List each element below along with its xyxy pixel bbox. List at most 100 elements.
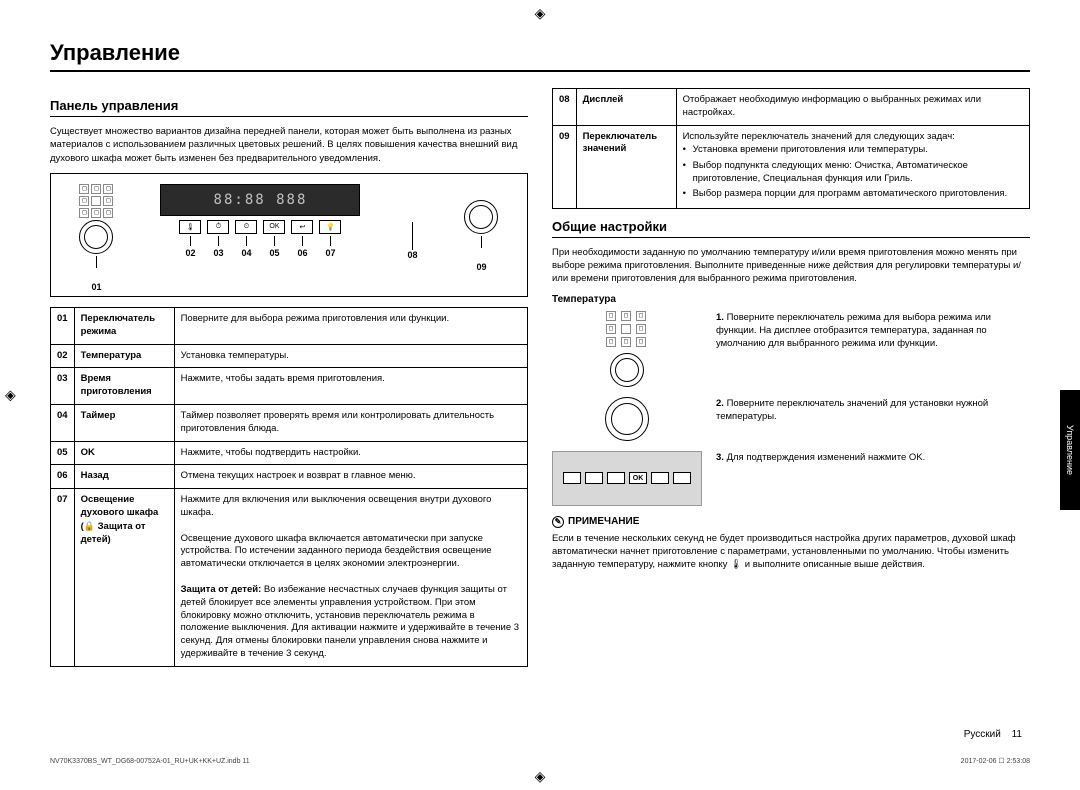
- panel-btn-1: [563, 472, 581, 484]
- row-name: OK: [74, 441, 174, 465]
- section-general-settings: Общие настройки: [552, 219, 1030, 238]
- callout-03: 03: [207, 236, 229, 258]
- row-num: 07: [51, 489, 75, 667]
- row-num: 09: [553, 125, 577, 208]
- display-block: 88:88 888 🌡 ⏱ ⏲ OK ↩ 💡 02 03 04 05 06 07: [160, 184, 360, 258]
- table-row: 08ДисплейОтображает необходимую информац…: [553, 89, 1030, 126]
- row-desc: Таймер позволяет проверять время или кон…: [174, 404, 527, 441]
- table-row: 09Переключатель значенийИспользуйте пере…: [553, 125, 1030, 208]
- display-callout: 08: [407, 184, 417, 260]
- note-heading: ✎ ПРИМЕЧАНИЕ: [552, 516, 1030, 528]
- right-column: 08ДисплейОтображает необходимую информац…: [552, 88, 1030, 667]
- content-columns: Панель управления Существует множество в…: [50, 88, 1030, 667]
- row-desc: Установка температуры.: [174, 344, 527, 368]
- row-name: Освещение духового шкафа (🔒 Защита от де…: [74, 489, 174, 667]
- row-name: Таймер: [74, 404, 174, 441]
- row-num: 04: [51, 404, 75, 441]
- panel-btn-5: [651, 472, 669, 484]
- row-num: 06: [51, 465, 75, 489]
- display-screen: 88:88 888: [160, 184, 360, 216]
- step-2-text: 2. Поверните переключатель значений для …: [716, 397, 1030, 424]
- button-row: 🌡 ⏱ ⏲ OK ↩ 💡: [179, 220, 341, 234]
- callout-08: 08: [407, 250, 417, 260]
- timer-button-icon: ⏲: [235, 220, 257, 234]
- step-1-text: 1. Поверните переключатель режима для вы…: [716, 311, 1030, 351]
- panel-btn-ok: OK: [629, 472, 647, 484]
- footer-meta-left: NV70K3370BS_WT_DG68-00752A-01_RU+UK+KK+U…: [50, 758, 250, 765]
- callout-06: 06: [291, 236, 313, 258]
- panel-btn-3: [607, 472, 625, 484]
- value-dial-group: 09: [464, 184, 498, 272]
- crop-mark-top: ◈: [535, 5, 546, 22]
- list-item: Установка времени приготовления или темп…: [683, 143, 1023, 156]
- row-num: 01: [51, 307, 75, 344]
- row-desc: Нажмите, чтобы подтвердить настройки.: [174, 441, 527, 465]
- row-name: Переключатель значений: [576, 125, 676, 208]
- row-desc: Используйте переключатель значений для с…: [676, 125, 1029, 208]
- step-3: OK 3. Для подтверждения изменений нажмит…: [552, 451, 1030, 506]
- note-icon: ✎: [552, 516, 564, 528]
- row-num: 05: [51, 441, 75, 465]
- mode-icons: ◻◻◻ ◻◻ ◻◻◻: [79, 184, 113, 218]
- row-name: Время приготовления: [74, 368, 174, 405]
- mode-dial-icon: [610, 353, 644, 387]
- row-num: 08: [553, 89, 577, 126]
- list-item: Выбор размера порции для программ автома…: [683, 187, 1023, 200]
- callout-01: 01: [91, 282, 101, 292]
- temp-button-icon: 🌡: [179, 220, 201, 234]
- list-item: Выбор подпункта следующих меню: Очистка,…: [683, 159, 1023, 186]
- callout-07: 07: [319, 236, 341, 258]
- page-title: Управление: [50, 40, 1030, 72]
- footer-meta-right: 2017-02-06 ☐ 2:53:08: [961, 757, 1030, 765]
- row-desc: Отображает необходимую информацию о выбр…: [676, 89, 1029, 126]
- callout-05: 05: [263, 236, 285, 258]
- value-dial-icon: [605, 397, 649, 441]
- panel-figure: OK: [552, 451, 702, 506]
- table-row: 07Освещение духового шкафа (🔒 Защита от …: [51, 489, 528, 667]
- callout-02: 02: [179, 236, 201, 258]
- bullet-list: Установка времени приготовления или темп…: [683, 143, 1023, 200]
- lang-label: Русский: [964, 729, 1001, 740]
- callout-row-2-7: 02 03 04 05 06 07: [179, 236, 341, 258]
- table-row: 02ТемператураУстановка температуры.: [51, 344, 528, 368]
- general-intro: При необходимости заданную по умолчанию …: [552, 246, 1030, 286]
- note-text: Если в течение нескольких секунд не буде…: [552, 532, 1030, 572]
- row-name: Переключатель режима: [74, 307, 174, 344]
- crop-mark-left: ◈: [5, 387, 16, 404]
- controls-table: 01Переключатель режимаПоверните для выбо…: [50, 307, 528, 667]
- row-desc: Отмена текущих настроек и возврат в глав…: [174, 465, 527, 489]
- step-2-figure: [552, 397, 702, 441]
- light-button-icon: 💡: [319, 220, 341, 234]
- callout-09: 09: [476, 262, 486, 272]
- row-name: Дисплей: [576, 89, 676, 126]
- back-button-icon: ↩: [291, 220, 313, 234]
- row-desc: Нажмите, чтобы задать время приготовлени…: [174, 368, 527, 405]
- ok-button-icon: OK: [263, 220, 285, 234]
- step-1: ◻◻◻ ◻◻ ◻◻◻ 1. Поверните переключатель ре…: [552, 311, 1030, 387]
- row-num: 03: [51, 368, 75, 405]
- page-number: 11: [1012, 729, 1022, 740]
- control-panel-intro: Существует множество вариантов дизайна п…: [50, 125, 528, 165]
- row-name: Температура: [74, 344, 174, 368]
- row-desc: Поверните для выбора режима приготовлени…: [174, 307, 527, 344]
- step-2: 2. Поверните переключатель значений для …: [552, 397, 1030, 441]
- step-3-figure: OK: [552, 451, 702, 506]
- table-row: 05OKНажмите, чтобы подтвердить настройки…: [51, 441, 528, 465]
- callout-04: 04: [235, 236, 257, 258]
- temperature-heading: Температура: [552, 294, 1030, 305]
- table-row: 03Время приготовленияНажмите, чтобы зада…: [51, 368, 528, 405]
- controls-table-right: 08ДисплейОтображает необходимую информац…: [552, 88, 1030, 209]
- cooktime-button-icon: ⏱: [207, 220, 229, 234]
- panel-btn-6: [673, 472, 691, 484]
- step-3-text: 3. Для подтверждения изменений нажмите O…: [716, 451, 1030, 464]
- panel-btn-2: [585, 472, 603, 484]
- row-desc: Нажмите для включения или выключения осв…: [174, 489, 527, 667]
- page-footer: Русский 11: [964, 729, 1022, 740]
- side-tab: Управление: [1060, 390, 1080, 510]
- step-1-figure: ◻◻◻ ◻◻ ◻◻◻: [552, 311, 702, 387]
- row-num: 02: [51, 344, 75, 368]
- table-row: 04ТаймерТаймер позволяет проверять время…: [51, 404, 528, 441]
- mode-dial: [79, 220, 113, 254]
- panel-diagram: ◻◻◻ ◻◻ ◻◻◻ 01 88:88 888 🌡 ⏱ ⏲ OK ↩ 💡: [50, 173, 528, 297]
- left-column: Панель управления Существует множество в…: [50, 88, 528, 667]
